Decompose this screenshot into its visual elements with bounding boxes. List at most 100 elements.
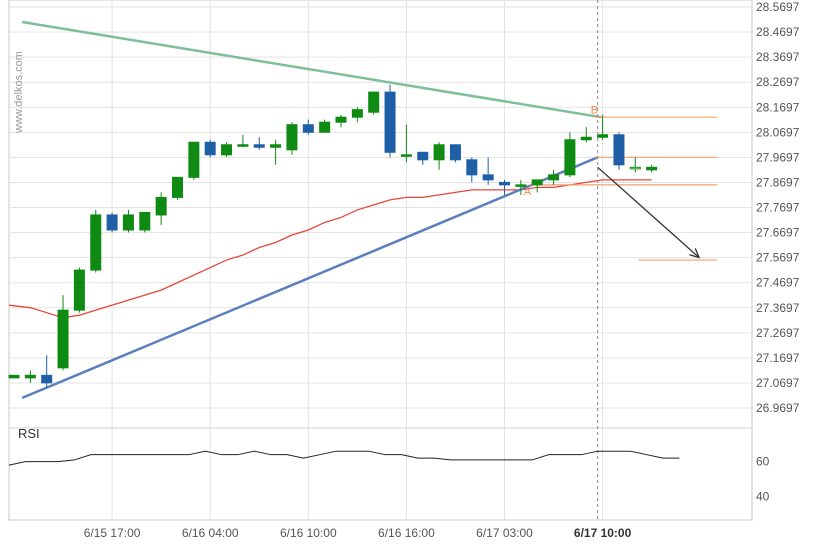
rsi-line xyxy=(8,450,680,466)
y-tick-label: 27.0697 xyxy=(756,376,800,390)
candle xyxy=(629,157,641,173)
x-tick-label: 6/17 10:00 xyxy=(574,526,632,540)
candle-body xyxy=(204,141,216,156)
candle-body xyxy=(597,134,609,138)
candle-body xyxy=(613,134,625,166)
x-axis: 6/15 17:00 6/16 04:00 6/16 10:00 6/16 16:00… xyxy=(84,526,632,540)
candle-body xyxy=(351,109,363,118)
candle xyxy=(57,295,69,371)
candle-body xyxy=(548,174,560,181)
candle xyxy=(90,209,102,273)
candle xyxy=(302,119,314,135)
y-tick-label: 27.9697 xyxy=(756,150,800,164)
y-tick-label: 28.5697 xyxy=(756,0,800,14)
candle-body xyxy=(400,154,412,157)
candle-body xyxy=(368,91,380,113)
candle-body xyxy=(237,144,249,147)
x-tick-label: 6/16 04:00 xyxy=(182,526,239,540)
candle xyxy=(613,132,625,170)
candle-body xyxy=(122,214,134,231)
candle-body xyxy=(90,214,102,271)
forecast-arrow xyxy=(597,166,700,259)
x-tick-label: 6/15 17:00 xyxy=(84,526,141,540)
x-tick-label: 6/16 16:00 xyxy=(378,526,435,540)
candle xyxy=(580,127,592,143)
candle xyxy=(515,179,527,195)
candle xyxy=(384,84,396,158)
candle xyxy=(548,169,560,185)
candle xyxy=(155,192,167,225)
y-tick-label: 27.1697 xyxy=(756,351,800,365)
y-tick-label: 27.3697 xyxy=(756,301,800,315)
candle-body xyxy=(482,174,494,181)
candle xyxy=(564,132,576,178)
point-label-a: A xyxy=(524,186,532,198)
candle-body xyxy=(270,144,282,148)
candle-body xyxy=(629,166,641,170)
candle xyxy=(319,119,331,133)
y-tick-label: 28.0697 xyxy=(756,125,800,139)
candle-body xyxy=(499,181,510,186)
y-tick-label: 27.5697 xyxy=(756,251,800,265)
rsi-title: RSI xyxy=(18,426,40,441)
candle-body xyxy=(253,144,265,148)
y-tick-label: 28.4697 xyxy=(756,25,800,39)
candle xyxy=(286,122,298,155)
candle xyxy=(335,114,347,128)
watermark: www.delkos.com xyxy=(13,51,25,134)
candle-body xyxy=(41,374,53,384)
y-tick-label: 27.8697 xyxy=(756,175,800,189)
candles-layer xyxy=(8,84,658,388)
annotations-layer: BA xyxy=(524,0,701,520)
candle-body xyxy=(302,124,314,133)
candle xyxy=(221,142,233,158)
candle xyxy=(449,144,461,163)
candle-body xyxy=(319,121,331,133)
candle xyxy=(8,374,20,379)
y-tick-label: 28.1697 xyxy=(756,100,800,114)
candle-body xyxy=(57,309,69,369)
y-tick-label: 28.2697 xyxy=(756,75,800,89)
upper-trendline xyxy=(21,20,602,119)
candle xyxy=(106,212,118,233)
candle-body xyxy=(515,184,527,187)
y-tick-label: 27.2697 xyxy=(756,326,800,340)
candle xyxy=(237,134,249,148)
forecast-arrow-head xyxy=(689,248,701,259)
candle-body xyxy=(466,159,478,176)
plot-frame xyxy=(8,0,753,521)
candle-body xyxy=(449,144,461,161)
y-tick-label: 27.7697 xyxy=(756,201,800,215)
candle xyxy=(270,139,282,165)
candle xyxy=(73,267,85,313)
candle xyxy=(172,176,183,200)
candle-body xyxy=(24,374,36,379)
candle-body xyxy=(221,144,233,156)
candle-body xyxy=(286,124,298,151)
candle xyxy=(24,370,36,383)
candle xyxy=(466,157,478,183)
candle xyxy=(417,151,429,165)
x-tick-label: 6/17 03:00 xyxy=(476,526,533,540)
lower-trendline xyxy=(21,156,599,400)
rsi-panel: 60 40 xyxy=(8,450,770,504)
candle xyxy=(368,91,380,115)
candle xyxy=(400,124,412,163)
candle-body xyxy=(646,166,658,171)
rsi-tick-label: 60 xyxy=(756,455,770,469)
y-tick-label: 27.6697 xyxy=(756,226,800,240)
candle xyxy=(531,179,543,193)
candle xyxy=(646,164,658,173)
candle-body xyxy=(155,196,167,216)
x-tick-label: 6/16 10:00 xyxy=(280,526,337,540)
candle xyxy=(351,107,363,123)
candle-body xyxy=(172,176,183,198)
candle-body xyxy=(564,139,576,176)
candle-body xyxy=(106,214,118,231)
candle-body xyxy=(139,211,151,231)
trendline-layer xyxy=(21,20,602,400)
candle xyxy=(204,139,216,158)
grid xyxy=(9,0,752,520)
